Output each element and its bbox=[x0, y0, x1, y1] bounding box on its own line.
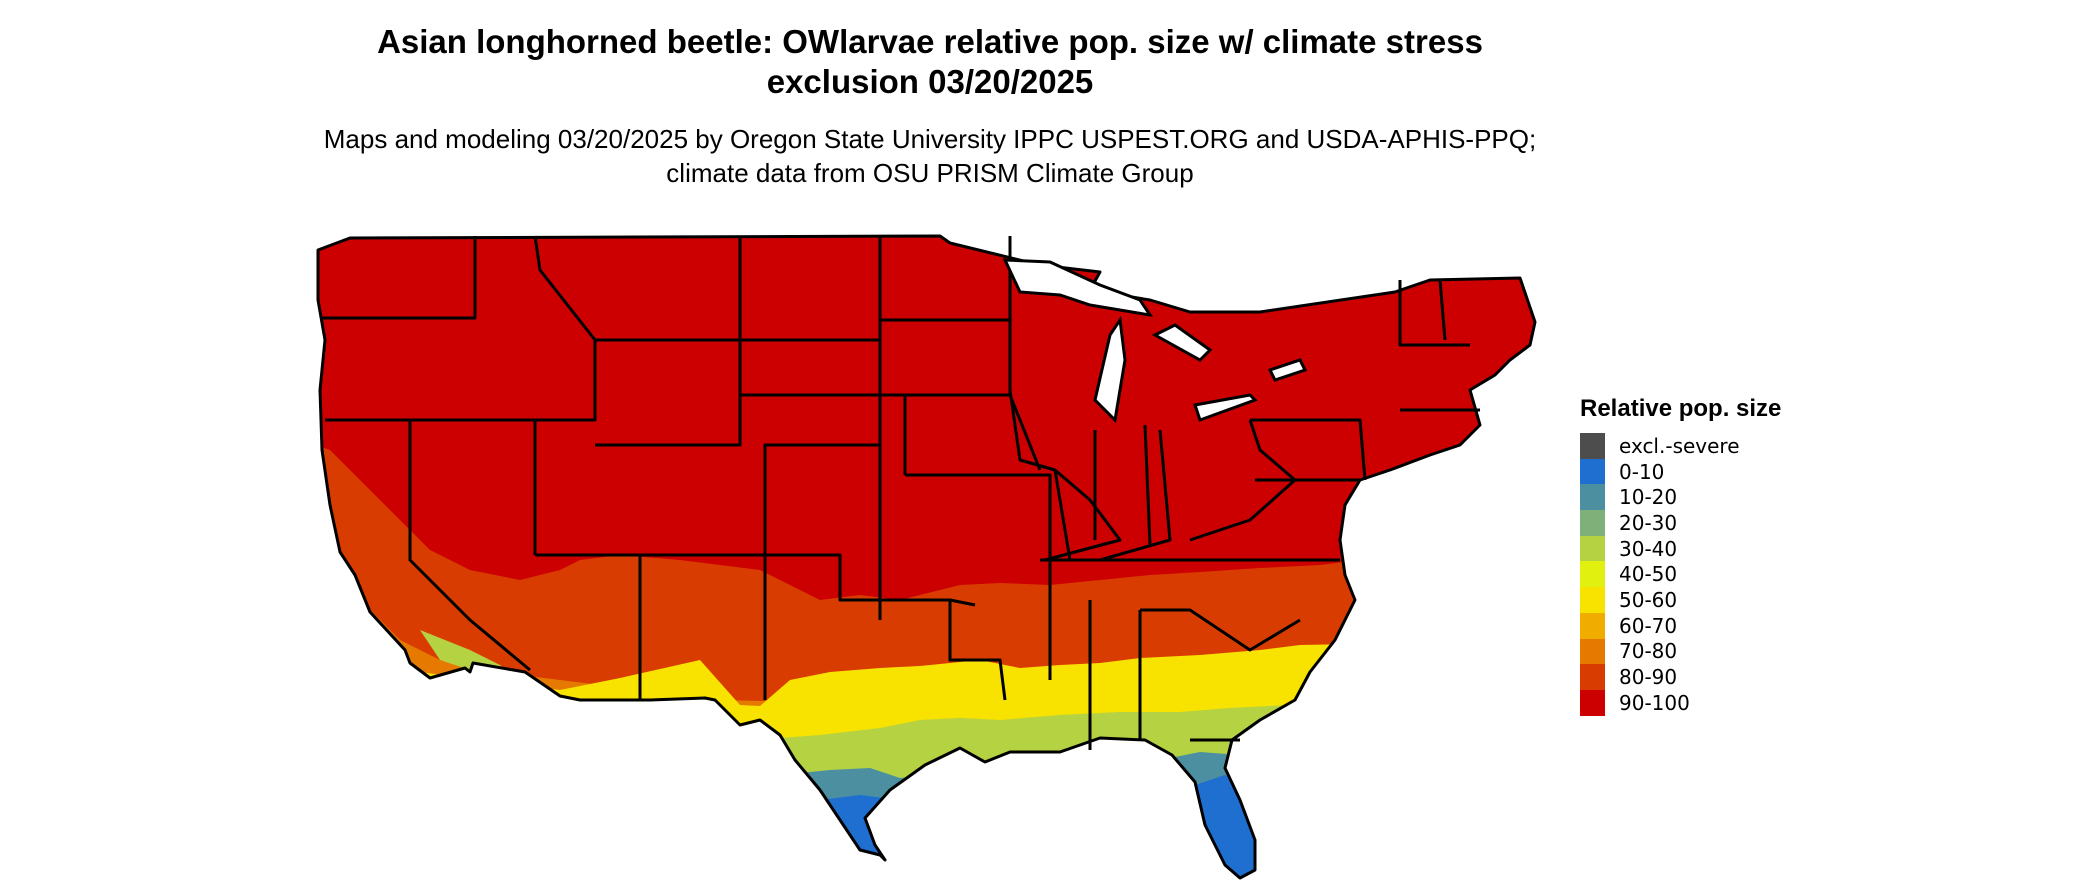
legend-swatch bbox=[1580, 510, 1605, 536]
legend-swatch bbox=[1580, 484, 1605, 511]
us-relative-population-map bbox=[316, 234, 1537, 880]
legend-item: 80-90 bbox=[1580, 664, 1781, 690]
legend-swatch bbox=[1580, 433, 1605, 459]
legend-label: 20-30 bbox=[1619, 510, 1678, 535]
map-subtitle: Maps and modeling 03/20/2025 by Oregon S… bbox=[323, 124, 1537, 188]
legend-item: 90-100 bbox=[1580, 689, 1781, 716]
legend-label: excl.-severe bbox=[1619, 433, 1740, 458]
legend-label: 10-20 bbox=[1619, 485, 1678, 510]
legend-swatch bbox=[1580, 664, 1605, 690]
legend-item: 20-30 bbox=[1580, 510, 1781, 536]
legend-label: 40-50 bbox=[1619, 562, 1678, 587]
legend-item: 30-40 bbox=[1580, 535, 1781, 562]
legend-title: Relative pop. size bbox=[1580, 395, 1782, 422]
legend-label: 90-100 bbox=[1619, 690, 1690, 715]
legend: Relative pop. size excl.-severe 0-10 10-20… bbox=[1580, 395, 1781, 716]
legend-swatch bbox=[1580, 612, 1605, 639]
legend-label: 80-90 bbox=[1619, 665, 1678, 690]
legend-item: 70-80 bbox=[1580, 638, 1781, 665]
great-lakes bbox=[1002, 258, 1308, 424]
legend-label: 60-70 bbox=[1619, 613, 1678, 638]
legend-item: 40-50 bbox=[1580, 561, 1781, 588]
legend-swatch bbox=[1580, 561, 1605, 588]
band-0-10-florida bbox=[1195, 775, 1265, 878]
legend-swatch bbox=[1580, 689, 1605, 716]
legend-label: 50-60 bbox=[1619, 587, 1678, 612]
legend-item: excl.-severe bbox=[1580, 433, 1781, 459]
state-boundaries bbox=[316, 234, 1537, 880]
legend-item: 10-20 bbox=[1580, 484, 1781, 511]
legend-swatch bbox=[1580, 587, 1605, 613]
legend-swatch bbox=[1580, 458, 1605, 485]
legend-label: 0-10 bbox=[1619, 459, 1665, 484]
legend-items: excl.-severe 0-10 10-20 20-30 30-40 40-50 50-6… bbox=[1580, 433, 1781, 716]
legend-label: 30-40 bbox=[1619, 536, 1678, 561]
legend-item: 0-10 bbox=[1580, 458, 1781, 485]
legend-swatch bbox=[1580, 638, 1605, 665]
band-0-10-texas bbox=[820, 795, 920, 878]
map-title: Asian longhorned beetle: OWlarvae relati… bbox=[377, 23, 1483, 100]
legend-item: 60-70 bbox=[1580, 612, 1781, 639]
legend-label: 70-80 bbox=[1619, 639, 1678, 664]
legend-swatch bbox=[1580, 535, 1605, 562]
legend-item: 50-60 bbox=[1580, 587, 1781, 613]
